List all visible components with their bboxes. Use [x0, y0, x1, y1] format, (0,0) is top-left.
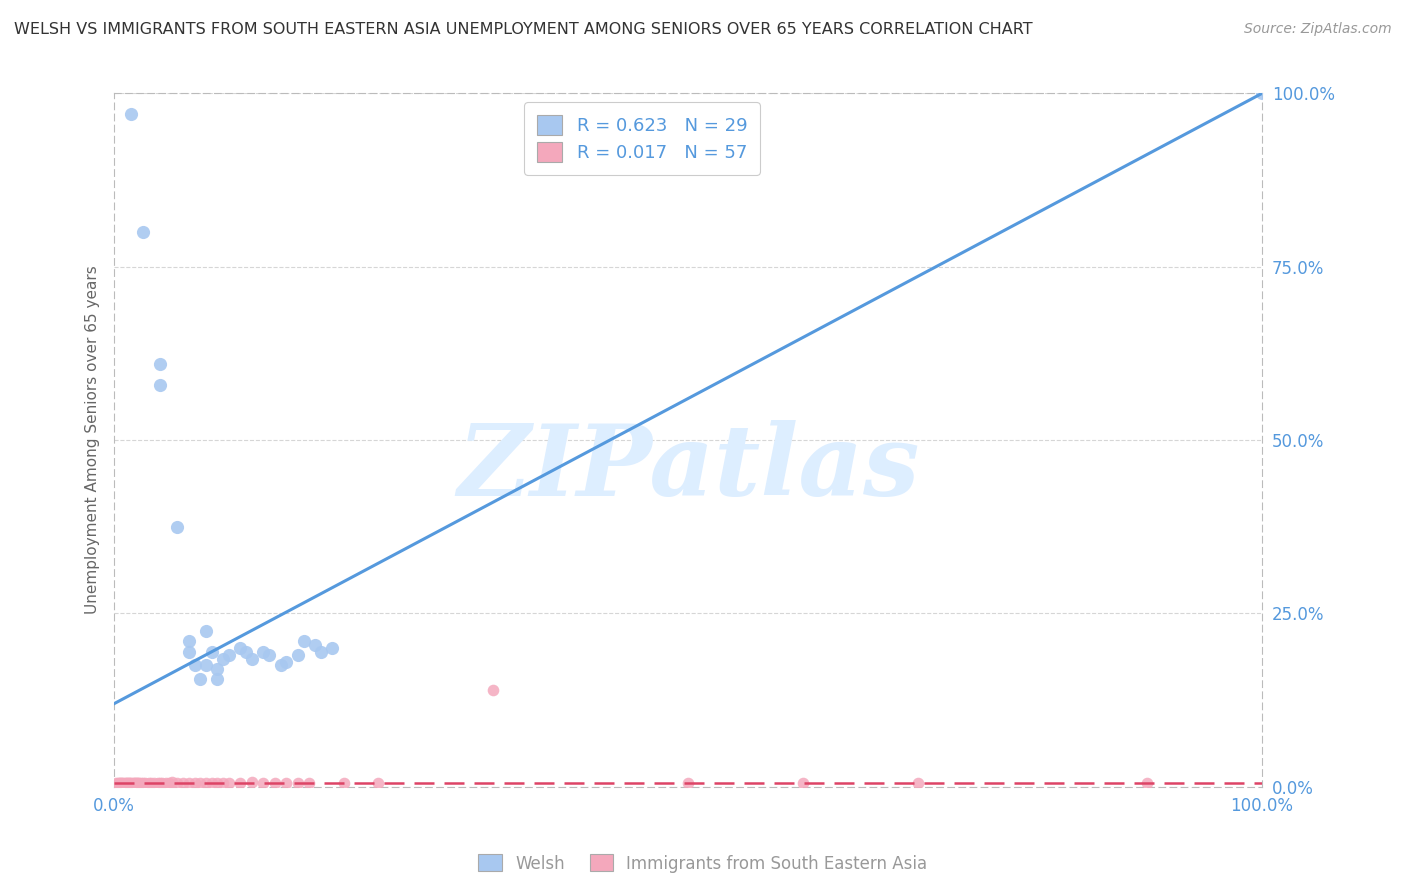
Point [146, 776, 169, 790]
Point [172, 776, 194, 790]
Point [292, 634, 315, 648]
Point [676, 776, 699, 790]
Point [270, 658, 292, 673]
Point [149, 377, 172, 392]
Point [321, 641, 343, 656]
Y-axis label: Unemployment Among Seniors over 65 years: Unemployment Among Seniors over 65 years [86, 266, 100, 615]
Point [195, 624, 218, 638]
Point [155, 776, 177, 790]
Point [276, 655, 298, 669]
Point [252, 776, 274, 790]
Point [264, 776, 287, 790]
Point [121, 776, 143, 790]
Text: Source: ZipAtlas.com: Source: ZipAtlas.com [1244, 22, 1392, 37]
Point [129, 776, 152, 790]
Text: WELSH VS IMMIGRANTS FROM SOUTH EASTERN ASIA UNEMPLOYMENT AMONG SENIORS OVER 65 Y: WELSH VS IMMIGRANTS FROM SOUTH EASTERN A… [14, 22, 1032, 37]
Point [143, 775, 166, 789]
Point [332, 776, 354, 790]
Point [149, 776, 172, 790]
Point [195, 776, 218, 790]
Point [139, 776, 162, 790]
Point [132, 225, 155, 239]
Point [117, 776, 139, 790]
Point [207, 662, 229, 676]
Point [188, 776, 211, 790]
Point [149, 357, 172, 371]
Point [127, 776, 149, 790]
Point [124, 776, 146, 790]
Point [212, 651, 235, 665]
Point [112, 776, 135, 790]
Point [114, 775, 136, 789]
Point [188, 673, 211, 687]
Text: ZIPatlas: ZIPatlas [457, 419, 920, 516]
Point [107, 776, 129, 790]
Point [118, 775, 141, 789]
Point [160, 775, 183, 789]
Point [257, 648, 280, 662]
Point [110, 776, 132, 790]
Point [367, 776, 389, 790]
Legend: R = 0.623   N = 29, R = 0.017   N = 57: R = 0.623 N = 29, R = 0.017 N = 57 [524, 103, 761, 175]
Point [482, 682, 505, 697]
Point [907, 776, 929, 790]
Point [229, 776, 252, 790]
Point [229, 641, 252, 656]
Point [309, 645, 332, 659]
Point [177, 645, 200, 659]
Point [132, 776, 155, 790]
Point [127, 775, 149, 789]
Point [105, 776, 128, 790]
Point [138, 776, 160, 790]
Point [120, 776, 142, 790]
Point [1136, 776, 1159, 790]
Point [108, 776, 131, 790]
Point [195, 658, 218, 673]
Point [235, 645, 257, 659]
Point [212, 776, 235, 790]
Point [120, 776, 142, 790]
Point [122, 775, 145, 789]
Point [183, 776, 205, 790]
Point [252, 645, 274, 659]
Point [177, 634, 200, 648]
Point [201, 775, 224, 789]
Legend: Welsh, Immigrants from South Eastern Asia: Welsh, Immigrants from South Eastern Asi… [472, 847, 934, 880]
Point [114, 776, 136, 790]
Point [115, 776, 138, 790]
Point [128, 776, 150, 790]
Point [201, 645, 224, 659]
Point [287, 648, 309, 662]
Point [240, 775, 263, 789]
Point [287, 776, 309, 790]
Point [107, 776, 129, 790]
Point [152, 775, 174, 789]
Point [207, 673, 229, 687]
Point [111, 775, 134, 789]
Point [240, 651, 263, 665]
Point [177, 775, 200, 789]
Point [120, 107, 142, 121]
Point [207, 776, 229, 790]
Point [166, 520, 188, 534]
Point [218, 776, 240, 790]
Point [157, 776, 180, 790]
Point [218, 648, 240, 662]
Point [792, 776, 814, 790]
Point [125, 776, 148, 790]
Point [304, 638, 326, 652]
Point [1251, 87, 1274, 101]
Point [134, 775, 156, 789]
Point [298, 775, 321, 789]
Point [166, 776, 188, 790]
Point [183, 658, 205, 673]
Point [276, 776, 298, 790]
